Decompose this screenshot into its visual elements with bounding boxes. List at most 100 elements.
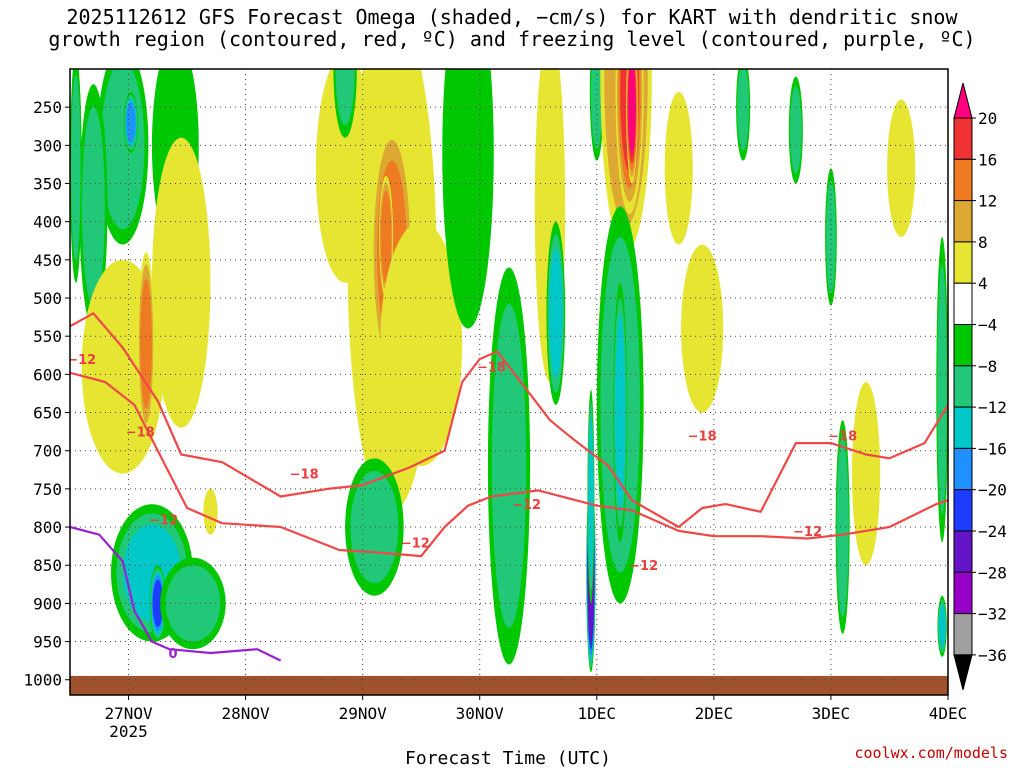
omega-level [938, 604, 946, 648]
omega-blob [137, 252, 155, 436]
contour-label-minus-12: −12 [512, 498, 541, 513]
freezing-level-contour [70, 525, 282, 662]
contour-label-minus-12: −12 [67, 353, 96, 368]
x-tick-label: 1DEC [578, 704, 617, 723]
colorbar-segment [953, 613, 973, 656]
omega-blob [736, 69, 751, 161]
omega-level [380, 221, 463, 466]
omega-level [664, 91, 693, 245]
omega-blob [70, 69, 82, 283]
chart-title: 2025112612 GFS Forecast Omega (shaded, −… [0, 6, 1024, 50]
y-tick-label: 850 [33, 556, 62, 575]
colorbar-label: −28 [978, 563, 1007, 582]
source-credit: coolwx.com/models [854, 744, 1008, 762]
colorbar-label: −36 [978, 646, 1007, 665]
plot-frame [69, 68, 949, 696]
omega-level [203, 488, 218, 535]
colorbar-segment [953, 117, 973, 160]
omega-blob [160, 557, 226, 650]
omega-level [442, 69, 494, 329]
omega-blob [887, 99, 916, 237]
y-tick-label: 900 [33, 594, 62, 613]
contour-lines: −12 −12 −12 −12 −12 −12 −18 −18 −18 −18 −18 0 [67, 312, 948, 662]
contour-label-minus-18: −18 [126, 426, 155, 441]
colorbar-segment [953, 571, 973, 615]
contour-label-minus-12: −12 [629, 559, 658, 574]
colorbar-label: 4 [978, 274, 988, 293]
contour-label-zero: 0 [168, 647, 177, 662]
y-tick-label: 600 [33, 365, 62, 384]
colorbar: 20 16 12 8 4 −4 −8 −12 −16 −20 −24 −28 −32 −36 [953, 82, 1007, 691]
y-tick-label: 400 [33, 213, 62, 232]
y-tick-label: 500 [33, 289, 62, 308]
colorbar-label: −4 [978, 316, 997, 335]
plot-area [70, 69, 948, 695]
x-tick-label: 27NOV [104, 704, 153, 723]
contour-minus-12 [70, 371, 948, 558]
omega-level [549, 248, 563, 379]
y-tick-label: 1000 [23, 671, 62, 690]
contour-label-minus-18: −18 [290, 468, 319, 483]
omega-level [81, 106, 105, 307]
colorbar-segment [953, 200, 973, 243]
y-tick-label: 250 [33, 98, 62, 117]
omega-blob [487, 267, 531, 665]
x-tick-label: 3DEC [812, 704, 851, 723]
omega-level [790, 86, 802, 174]
y-tick-label: 550 [33, 327, 62, 346]
x-tick-label: 29NOV [339, 704, 388, 723]
contour-label-minus-18: −18 [477, 361, 506, 376]
omega-level [937, 264, 947, 515]
omega-blob [936, 236, 948, 543]
x-tick-label: 4DEC [929, 704, 968, 723]
contour-label-minus-18: −18 [828, 429, 857, 444]
y-tick-label: 800 [33, 518, 62, 537]
y-axis: 250 300 350 400 450 500 550 600 650 700 750 800 850 9… [23, 98, 70, 690]
omega-level [126, 101, 136, 144]
omega-level [836, 436, 849, 618]
x-tick-label: 30NOV [456, 704, 505, 723]
omega-level [826, 180, 836, 294]
colorbar-segment [953, 530, 973, 573]
omega-blob [345, 458, 404, 596]
colorbar-label: −8 [978, 357, 997, 376]
colorbar-top-arrow [953, 82, 973, 119]
omega-blob [546, 221, 566, 405]
colorbar-label: 16 [978, 150, 997, 169]
omega-level [887, 99, 916, 237]
omega-blob [203, 488, 218, 535]
colorbar-segment [953, 489, 973, 532]
omega-blob [937, 595, 947, 657]
y-tick-label: 700 [33, 442, 62, 461]
omega-level [140, 279, 152, 409]
omega-level [151, 137, 211, 428]
omega-level [681, 244, 724, 413]
x-axis-title: Forecast Time (UTC) [405, 748, 611, 768]
colorbar-label: 12 [978, 192, 997, 211]
y-tick-label: 450 [33, 251, 62, 270]
omega-blob [149, 565, 166, 642]
omega-blob [442, 69, 494, 329]
omega-blob [587, 389, 595, 604]
omega-blob [151, 137, 211, 428]
omega-blob [825, 168, 837, 306]
colorbar-segment [953, 324, 973, 367]
contour-label-minus-12: −12 [149, 513, 178, 528]
omega-blob [788, 76, 803, 184]
y-tick-label: 950 [33, 633, 62, 652]
colorbar-label: −32 [978, 605, 1007, 624]
y-tick-label: 650 [33, 404, 62, 423]
y-tick-label: 750 [33, 480, 62, 499]
omega-level [152, 579, 163, 628]
colorbar-label: −16 [978, 439, 1007, 458]
omega-level [737, 69, 749, 151]
omega-level [350, 470, 399, 584]
omega-level [491, 303, 527, 629]
colorbar-label: −20 [978, 481, 1007, 500]
y-tick-label: 350 [33, 175, 62, 194]
colorbar-segment [953, 365, 973, 408]
colorbar-segment [953, 158, 973, 202]
colorbar-segment [953, 406, 973, 449]
omega-blob [852, 382, 881, 566]
